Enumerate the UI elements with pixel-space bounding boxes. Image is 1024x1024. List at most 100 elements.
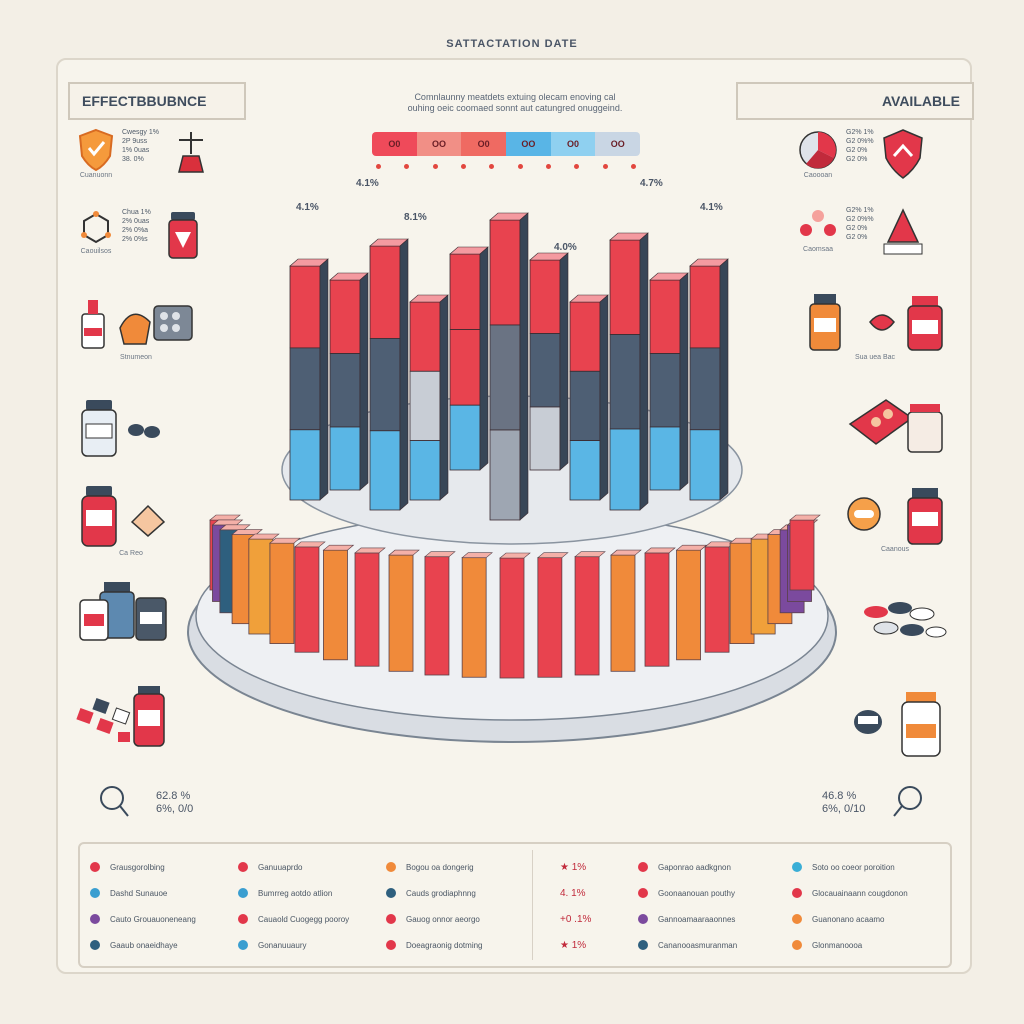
bottles-icon bbox=[854, 692, 941, 757]
right-item-caption: Sua uea Bac bbox=[854, 354, 896, 361]
legend-dot bbox=[638, 862, 648, 872]
legend-dot bbox=[238, 914, 248, 924]
legend-label: Gaponrao aadkgnon bbox=[658, 862, 731, 872]
pct-label: 4.7% bbox=[640, 178, 663, 189]
pie-icon bbox=[799, 131, 837, 169]
center-bar bbox=[529, 252, 569, 471]
ring-bar bbox=[789, 514, 821, 591]
legend-label: Cauaold Cuogegg pooroy bbox=[258, 914, 350, 924]
right-item-molecule: Caomsaa G2% 1% G2 0%% G2 0% G2 0% bbox=[796, 206, 926, 260]
right-item-capsules bbox=[856, 592, 952, 648]
left-item-molecule: Caouilsos Chua 1% 2% 0uas 2% 0%a 2% 0%s bbox=[76, 208, 203, 262]
legend-item: Gaponrao aadkgnon bbox=[638, 854, 788, 880]
ring-bar bbox=[461, 552, 493, 678]
center-bar bbox=[289, 258, 329, 501]
left-item-bottles: Stnumeon bbox=[76, 292, 196, 361]
right-item-coin: Caanous bbox=[840, 486, 950, 553]
legend-column-4: ★ 1% 4. 1% +0 .1% ★ 1% bbox=[550, 854, 640, 958]
ring-bar bbox=[610, 549, 642, 672]
legend-label: Cananooasmuranman bbox=[658, 940, 738, 950]
legend-dot bbox=[90, 914, 100, 924]
center-bar bbox=[409, 294, 449, 501]
shield-icon bbox=[882, 129, 923, 179]
legend-item: ★ 1% bbox=[550, 854, 640, 880]
legend-item: Dashd Sunauoe bbox=[90, 880, 240, 906]
legend-label: Ganuuaprdo bbox=[258, 862, 303, 872]
right-item-caption: Caoooan bbox=[803, 172, 833, 179]
capsules-icon bbox=[864, 602, 947, 638]
scale-segment: O0 bbox=[550, 132, 596, 156]
pct-label: 8.1% bbox=[404, 212, 427, 223]
magnifier-icon bbox=[893, 786, 922, 817]
legend-dot bbox=[386, 940, 396, 950]
ring-bar bbox=[499, 552, 531, 679]
right-item-bottles bbox=[846, 688, 956, 762]
legend-dot bbox=[638, 940, 648, 950]
legend-item: Gauog onnor aeorgo bbox=[386, 906, 536, 932]
pill-bottle-icon bbox=[168, 212, 198, 259]
legend-item: Grausgorolbing bbox=[90, 854, 240, 880]
scale-segment: O0 bbox=[461, 132, 507, 156]
ring-bar bbox=[269, 537, 301, 644]
right-item-pie: Caoooan G2% 1% G2 0%% G2 0% G2 0% bbox=[796, 128, 926, 182]
legend-item: Cauaold Cuogegg pooroy bbox=[238, 906, 388, 932]
legend-label: Cauds grodiaphnng bbox=[406, 888, 476, 898]
scale-segment: OO bbox=[416, 132, 462, 156]
legend-item: Ganuuaprdo bbox=[238, 854, 388, 880]
legend-item: ★ 1% bbox=[550, 932, 640, 958]
legend-item: Gannoamaaraaonnes bbox=[638, 906, 788, 932]
subtitle: Comnlaunny meatdets extuing olecam enovi… bbox=[360, 92, 670, 114]
scale-dots bbox=[376, 164, 636, 169]
right-item-jars: Sua uea Bac bbox=[800, 292, 950, 361]
pill-pack-icon bbox=[81, 300, 193, 349]
legend-column-5: Gaponrao aadkgnon Goonaanouan pouthy Ganno… bbox=[638, 854, 788, 958]
legend-column-1: Grausgorolbing Dashd Sunauoe Cauto Grouauo… bbox=[90, 854, 240, 958]
flask-icon bbox=[883, 208, 923, 255]
legend-label: +0 .1% bbox=[560, 913, 592, 925]
legend-label: Cauto Grouauoneneang bbox=[110, 914, 196, 924]
molecule-icon bbox=[81, 211, 111, 244]
legend-label: Soto oo coeor poroition bbox=[812, 862, 895, 872]
legend-item: Gonanuuaury bbox=[238, 932, 388, 958]
ring-bar bbox=[294, 541, 326, 653]
pct-label: 4.1% bbox=[700, 202, 723, 213]
legend-item: Glocauainaann cougdonon bbox=[792, 880, 942, 906]
legend-label: 4. 1% bbox=[560, 887, 586, 899]
legend-item: Gaaub onaeidhaye bbox=[90, 932, 240, 958]
ring-bar bbox=[424, 551, 456, 676]
legend-dot bbox=[238, 888, 248, 898]
legend-item: Bogou oa dongerig bbox=[386, 854, 536, 880]
legend-item: Cananooasmuranman bbox=[638, 932, 788, 958]
legend-item: Cauto Grouauoneneang bbox=[90, 906, 240, 932]
legend-item: Glonmanoooa bbox=[792, 932, 942, 958]
left-item-red-jar: Ca Reo bbox=[76, 484, 186, 557]
legend-item: Goonaanouan pouthy bbox=[638, 880, 788, 906]
legend-dot bbox=[638, 914, 648, 924]
legend-dot bbox=[386, 888, 396, 898]
legend-label: Gaaub onaeidhaye bbox=[110, 940, 178, 950]
legend-label: Glonmanoooa bbox=[812, 940, 863, 950]
magnifier-icon bbox=[100, 786, 129, 817]
right-stat: 46.8 % 6%, 0/10 bbox=[822, 790, 866, 815]
page-title: SATTACTATION DATE bbox=[446, 38, 578, 50]
right-item-caption: Caanous bbox=[880, 546, 910, 553]
left-item-pills bbox=[76, 684, 186, 754]
legend-label: Gauog onnor aeorgo bbox=[406, 914, 480, 924]
medicine-jar-icon bbox=[81, 400, 160, 457]
left-stat: 62.8 % 6%, 0/0 bbox=[156, 790, 194, 815]
right-item-stats: G2% 1% G2 0%% G2 0% G2 0% bbox=[846, 207, 874, 241]
legend-label: Gonanuuaury bbox=[258, 940, 307, 950]
legend-item: +0 .1% bbox=[550, 906, 640, 932]
legend-item: Doeagraonig dotming bbox=[386, 932, 536, 958]
legend-label: Bumrreg aotdo atlion bbox=[258, 888, 333, 898]
pill-tray-icon bbox=[848, 399, 943, 453]
center-bar bbox=[569, 294, 609, 501]
legend-dot bbox=[792, 940, 802, 950]
pct-label: 4.1% bbox=[296, 202, 319, 213]
legend-column-6: Soto oo coeor poroition Glocauainaann cou… bbox=[792, 854, 942, 958]
legend-dot bbox=[792, 862, 802, 872]
right-item-stats: G2% 1% G2 0%% G2 0% G2 0% bbox=[846, 129, 874, 163]
scale-segment: O0 bbox=[372, 132, 417, 156]
ring-bar bbox=[388, 549, 420, 672]
legend-dot bbox=[90, 862, 100, 872]
